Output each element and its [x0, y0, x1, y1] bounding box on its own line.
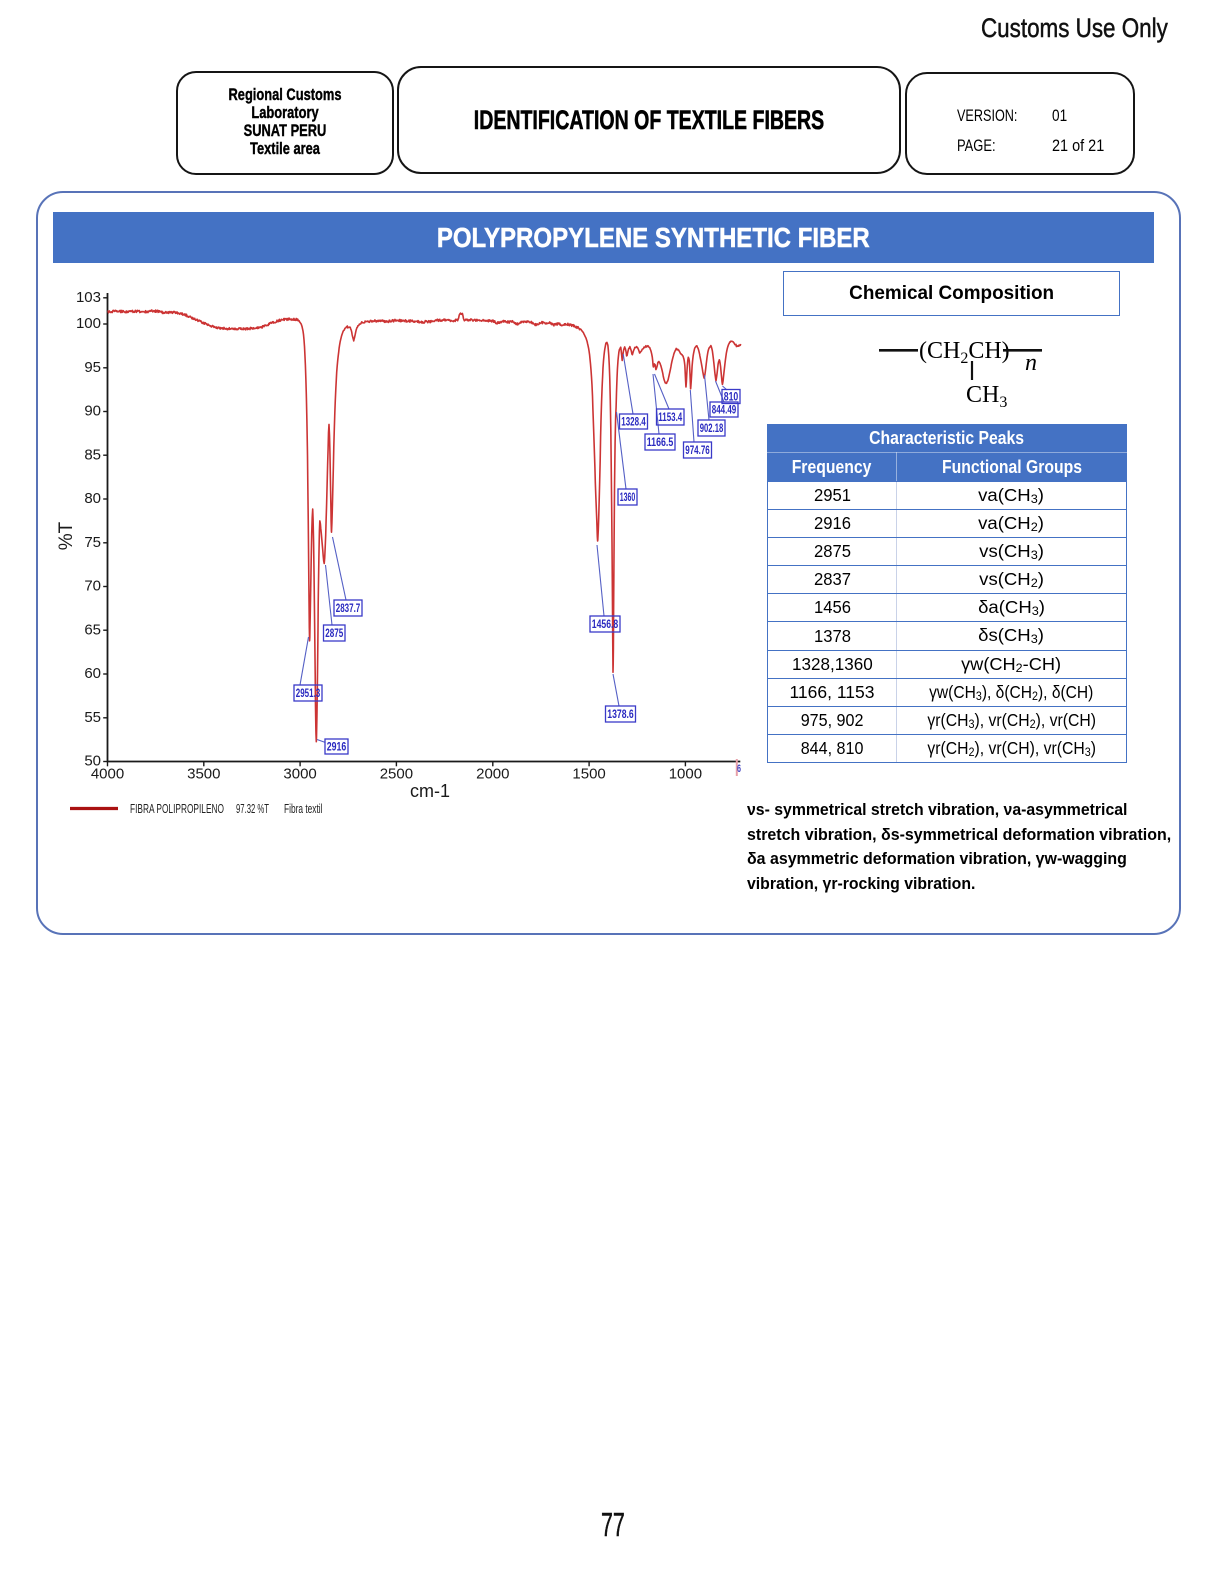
svg-text:55: 55: [84, 709, 101, 726]
svg-text:CH3: CH3: [966, 382, 1007, 411]
svg-text:n: n: [1025, 350, 1037, 376]
svg-text:2875: 2875: [325, 628, 343, 640]
svg-text:1153.4: 1153.4: [658, 412, 682, 424]
svg-text:3500: 3500: [187, 766, 220, 783]
svg-text:844.49: 844.49: [712, 405, 737, 417]
svg-text:50: 50: [84, 753, 101, 770]
svg-text:2500: 2500: [380, 766, 413, 783]
svg-text:60: 60: [84, 665, 101, 682]
svg-text:1000: 1000: [669, 766, 702, 783]
svg-text:95: 95: [84, 359, 101, 376]
svg-text:103: 103: [76, 289, 101, 306]
svg-text:902.18: 902.18: [700, 423, 724, 435]
svg-text:1500: 1500: [572, 766, 605, 783]
svg-text:1456.8: 1456.8: [592, 619, 619, 631]
svg-text:2000: 2000: [476, 766, 509, 783]
svg-text:100: 100: [76, 315, 101, 332]
svg-text:cm-1: cm-1: [410, 781, 450, 801]
svg-text:%T: %T: [56, 521, 77, 550]
svg-text:(CH2CH): (CH2CH): [919, 338, 1010, 367]
svg-text:2916: 2916: [327, 742, 347, 754]
svg-text:80: 80: [84, 490, 101, 507]
svg-text:3000: 3000: [283, 766, 316, 783]
svg-text:1166.5: 1166.5: [647, 437, 674, 449]
svg-text:810: 810: [724, 392, 739, 404]
svg-text:4000: 4000: [91, 766, 124, 783]
svg-text:6: 6: [737, 763, 741, 775]
svg-text:1328.4: 1328.4: [621, 417, 646, 429]
svg-text:2951.3: 2951.3: [296, 688, 321, 700]
svg-text:65: 65: [84, 622, 101, 639]
svg-text:97.32 %T: 97.32 %T: [236, 802, 269, 816]
svg-text:85: 85: [84, 446, 101, 463]
svg-text:70: 70: [84, 578, 101, 595]
svg-text:2837.7: 2837.7: [336, 603, 361, 615]
svg-text:1360: 1360: [620, 492, 636, 504]
svg-text:75: 75: [84, 534, 101, 551]
svg-text:90: 90: [84, 403, 101, 420]
svg-text:FIBRA POLIPROPILENO: FIBRA POLIPROPILENO: [130, 802, 224, 816]
svg-text:Fibra textil: Fibra textil: [284, 802, 323, 816]
svg-text:974.76: 974.76: [685, 445, 710, 457]
svg-text:1378.6: 1378.6: [607, 709, 634, 721]
